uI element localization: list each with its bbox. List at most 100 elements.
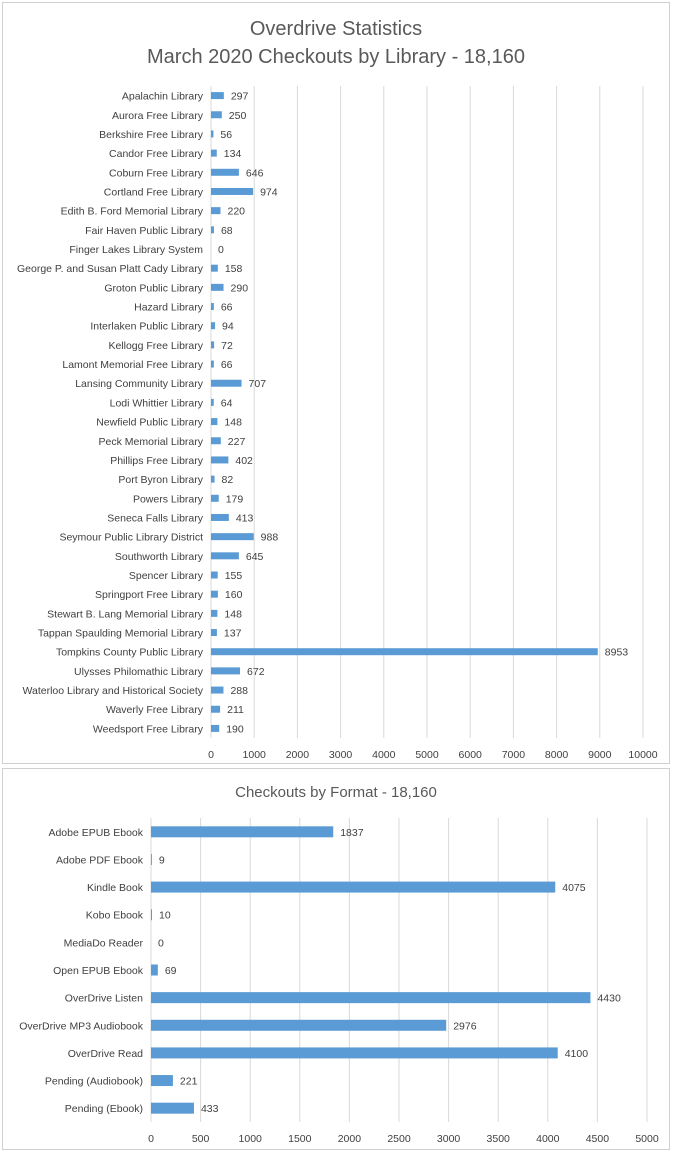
bar bbox=[211, 533, 254, 541]
data-label: 297 bbox=[231, 91, 249, 103]
x-tick-label: 2000 bbox=[286, 749, 310, 761]
data-label: 56 bbox=[220, 129, 232, 141]
bar bbox=[211, 456, 229, 464]
data-label: 221 bbox=[180, 1076, 198, 1088]
bar bbox=[151, 853, 152, 865]
category-label: Lansing Community Library bbox=[75, 378, 204, 390]
data-label: 10 bbox=[159, 910, 171, 922]
x-tick-label: 4000 bbox=[536, 1133, 560, 1145]
data-label: 0 bbox=[158, 937, 164, 949]
category-label: OverDrive MP3 Audiobook bbox=[19, 1020, 143, 1032]
x-tick-label: 4500 bbox=[586, 1133, 610, 1145]
category-label: Springport Free Library bbox=[95, 589, 204, 601]
x-tick-label: 3000 bbox=[329, 749, 353, 761]
data-label: 155 bbox=[225, 570, 243, 582]
bar bbox=[211, 418, 218, 426]
data-label: 4075 bbox=[562, 882, 586, 894]
data-label: 158 bbox=[225, 263, 243, 275]
data-label: 220 bbox=[228, 206, 246, 218]
bar bbox=[211, 667, 241, 675]
data-label: 148 bbox=[224, 608, 242, 620]
category-label: OverDrive Read bbox=[68, 1048, 143, 1060]
bar bbox=[211, 552, 239, 560]
bar bbox=[211, 494, 219, 502]
bar bbox=[211, 571, 218, 579]
category-label: Berkshire Free Library bbox=[99, 129, 204, 141]
bar bbox=[211, 130, 214, 138]
x-tick-label: 2000 bbox=[338, 1133, 362, 1145]
data-label: 4100 bbox=[565, 1048, 589, 1060]
bar bbox=[211, 111, 222, 119]
bar bbox=[211, 207, 221, 215]
chart-subtitle: March 2020 Checkouts by Library - 18,160 bbox=[147, 46, 525, 68]
x-tick-label: 5000 bbox=[635, 1133, 659, 1145]
data-label: 179 bbox=[226, 493, 244, 505]
data-label: 66 bbox=[221, 359, 233, 371]
category-label: Cortland Free Library bbox=[104, 186, 204, 198]
x-tick-label: 6000 bbox=[459, 749, 483, 761]
bar bbox=[211, 724, 220, 732]
bar bbox=[211, 590, 218, 598]
category-label: Waterloo Library and Historical Society bbox=[22, 685, 203, 697]
category-label: George P. and Susan Platt Cady Library bbox=[17, 263, 204, 275]
x-tick-label: 3500 bbox=[487, 1133, 511, 1145]
x-tick-label: 1000 bbox=[243, 749, 267, 761]
category-label: Hazard Library bbox=[134, 302, 204, 314]
x-tick-label: 1000 bbox=[239, 1133, 263, 1145]
bar bbox=[211, 168, 239, 176]
bar bbox=[211, 629, 217, 637]
category-label: Seneca Falls Library bbox=[107, 512, 203, 524]
bar bbox=[151, 1019, 447, 1031]
category-label: Ulysses Philomathic Library bbox=[74, 666, 204, 678]
category-label: Phillips Free Library bbox=[110, 455, 204, 467]
x-tick-label: 1500 bbox=[288, 1133, 312, 1145]
category-label: Stewart B. Lang Memorial Library bbox=[47, 608, 204, 620]
bar bbox=[211, 437, 221, 445]
data-label: 69 bbox=[165, 965, 177, 977]
category-label: Coburn Free Library bbox=[109, 167, 204, 179]
category-label: Seymour Public Library District bbox=[59, 532, 203, 544]
bar bbox=[211, 264, 218, 272]
category-label: Lodi Whittier Library bbox=[110, 397, 204, 409]
bar bbox=[211, 398, 214, 406]
category-label: Spencer Library bbox=[129, 570, 204, 582]
library-checkouts-chart: Overdrive Statistics March 2020 Checkout… bbox=[2, 2, 670, 764]
category-label: MediaDo Reader bbox=[64, 937, 144, 949]
bar bbox=[151, 1102, 194, 1114]
category-label: Finger Lakes Library System bbox=[69, 244, 203, 256]
bar bbox=[211, 341, 215, 349]
category-label: Weedsport Free Library bbox=[93, 723, 204, 735]
x-tick-label: 7000 bbox=[502, 749, 526, 761]
category-label: Tappan Spaulding Memorial Library bbox=[38, 628, 204, 640]
format-checkouts-chart: Checkouts by Format - 18,160 Adobe EPUB … bbox=[2, 768, 670, 1150]
data-label: 2976 bbox=[453, 1020, 477, 1032]
x-tick-label: 0 bbox=[148, 1133, 154, 1145]
data-label: 134 bbox=[224, 148, 242, 160]
category-label: Adobe EPUB Ebook bbox=[48, 827, 143, 839]
data-label: 72 bbox=[221, 340, 233, 352]
category-label: Groton Public Library bbox=[104, 282, 203, 294]
x-tick-label: 9000 bbox=[588, 749, 612, 761]
category-label: Kindle Book bbox=[87, 882, 144, 894]
chart-title: Checkouts by Format - 18,160 bbox=[235, 784, 437, 801]
x-tick-label: 500 bbox=[192, 1133, 210, 1145]
category-label: Apalachin Library bbox=[122, 91, 204, 103]
category-label: Powers Library bbox=[133, 493, 204, 505]
bar bbox=[211, 609, 218, 617]
data-label: 94 bbox=[222, 321, 234, 333]
category-label: Newfield Public Library bbox=[96, 417, 204, 429]
category-label: Southworth Library bbox=[115, 551, 204, 563]
data-label: 160 bbox=[225, 589, 243, 601]
category-label: Port Byron Library bbox=[118, 474, 203, 486]
data-label: 707 bbox=[249, 378, 267, 390]
category-label: Interlaken Public Library bbox=[90, 321, 203, 333]
data-label: 0 bbox=[218, 244, 224, 256]
data-label: 672 bbox=[247, 666, 265, 678]
category-label: Kobo Ebook bbox=[86, 910, 144, 922]
data-label: 8953 bbox=[605, 647, 629, 659]
bar bbox=[211, 149, 217, 157]
category-label: Waverly Free Library bbox=[106, 704, 204, 716]
data-label: 645 bbox=[246, 551, 264, 563]
bar bbox=[151, 826, 334, 838]
data-label: 288 bbox=[230, 685, 248, 697]
